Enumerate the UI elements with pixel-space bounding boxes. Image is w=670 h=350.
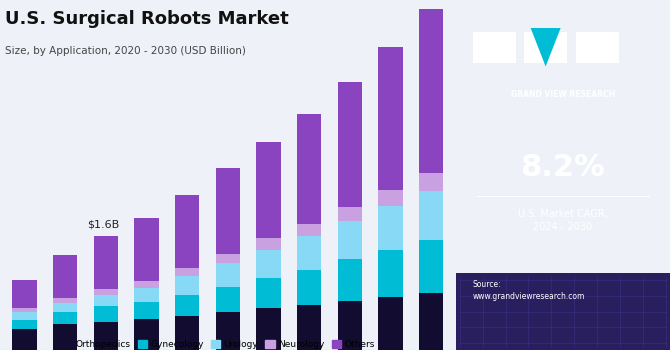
- Bar: [175, 268, 199, 276]
- Bar: [94, 289, 118, 295]
- FancyBboxPatch shape: [473, 32, 516, 63]
- Bar: [297, 237, 322, 270]
- Bar: [379, 47, 403, 190]
- Bar: [256, 278, 281, 308]
- Bar: [12, 329, 37, 350]
- Bar: [53, 312, 77, 324]
- Bar: [134, 281, 159, 288]
- Bar: [53, 303, 77, 312]
- Bar: [419, 9, 444, 173]
- Bar: [379, 206, 403, 250]
- Bar: [419, 240, 444, 293]
- Bar: [379, 250, 403, 297]
- Text: 8.2%: 8.2%: [521, 154, 605, 182]
- Bar: [256, 308, 281, 350]
- Bar: [94, 237, 118, 289]
- Polygon shape: [531, 28, 561, 66]
- Bar: [338, 259, 362, 301]
- Bar: [379, 297, 403, 350]
- FancyBboxPatch shape: [456, 273, 670, 350]
- Text: Size, by Application, 2020 - 2030 (USD Billion): Size, by Application, 2020 - 2030 (USD B…: [5, 46, 245, 56]
- Bar: [216, 263, 240, 287]
- Bar: [175, 276, 199, 295]
- Bar: [216, 287, 240, 312]
- Bar: [216, 168, 240, 253]
- Bar: [419, 293, 444, 350]
- Bar: [419, 173, 444, 191]
- Bar: [175, 295, 199, 316]
- Bar: [134, 319, 159, 350]
- Text: GRAND VIEW RESEARCH: GRAND VIEW RESEARCH: [511, 90, 615, 99]
- Bar: [419, 191, 444, 240]
- FancyBboxPatch shape: [576, 32, 618, 63]
- Bar: [94, 322, 118, 350]
- Bar: [94, 295, 118, 307]
- Bar: [216, 312, 240, 350]
- Bar: [12, 280, 37, 308]
- Bar: [338, 82, 362, 207]
- Text: U.S. Market CAGR,
2024 - 2030: U.S. Market CAGR, 2024 - 2030: [518, 209, 608, 232]
- Bar: [297, 224, 322, 237]
- Bar: [12, 312, 37, 320]
- Bar: [53, 324, 77, 350]
- Bar: [134, 218, 159, 281]
- Bar: [53, 256, 77, 298]
- Bar: [338, 301, 362, 350]
- Legend: Orthopedics, Gynecology, Urology, Neurology, Others: Orthopedics, Gynecology, Urology, Neurol…: [59, 336, 379, 350]
- Bar: [297, 270, 322, 304]
- Bar: [338, 207, 362, 221]
- Bar: [256, 142, 281, 238]
- Bar: [175, 316, 199, 350]
- Bar: [256, 238, 281, 250]
- Bar: [53, 298, 77, 303]
- Bar: [297, 113, 322, 224]
- Bar: [338, 221, 362, 259]
- Bar: [134, 288, 159, 302]
- Bar: [94, 307, 118, 322]
- FancyBboxPatch shape: [524, 32, 567, 63]
- Text: Source:
www.grandviewresearch.com: Source: www.grandviewresearch.com: [473, 280, 585, 301]
- Bar: [12, 308, 37, 312]
- Text: U.S. Surgical Robots Market: U.S. Surgical Robots Market: [5, 10, 288, 28]
- Bar: [134, 302, 159, 319]
- Bar: [256, 250, 281, 278]
- Bar: [12, 320, 37, 329]
- Bar: [216, 253, 240, 263]
- Bar: [175, 195, 199, 268]
- Bar: [379, 190, 403, 206]
- Text: $1.6B: $1.6B: [88, 219, 120, 229]
- Bar: [297, 304, 322, 350]
